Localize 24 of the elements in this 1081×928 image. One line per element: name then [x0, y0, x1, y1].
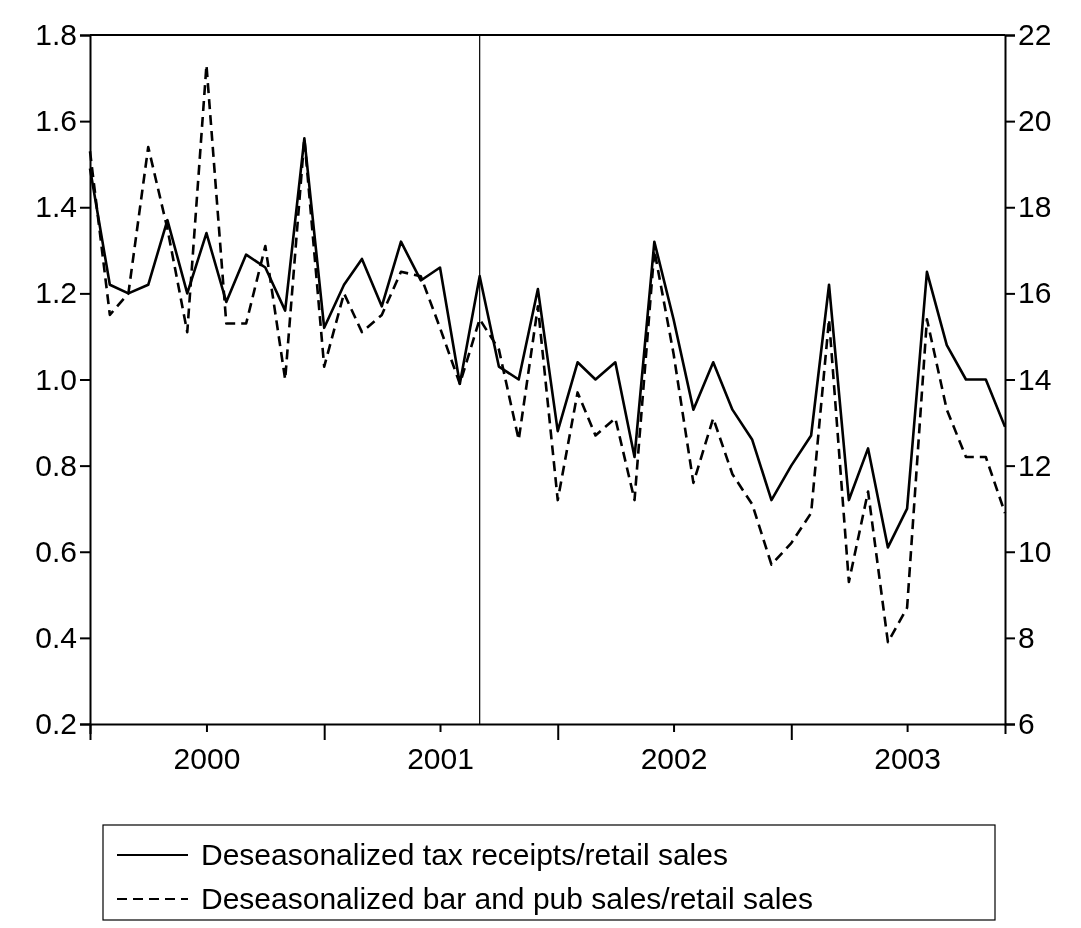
y2-tick-label: 6 [1018, 707, 1035, 741]
y-tick-label: 0.6 [35, 534, 77, 568]
y2-tick-label: 12 [1018, 448, 1052, 482]
y-tick-label: 1.8 [35, 18, 77, 52]
y2-tick-label: 22 [1018, 18, 1052, 52]
y-tick-label: 1.0 [35, 362, 77, 396]
y2-tick-label: 20 [1018, 104, 1052, 138]
x-tick-label: 2003 [874, 742, 941, 776]
y-tick-label: 0.2 [35, 707, 77, 741]
y2-tick-label: 16 [1018, 276, 1052, 310]
x-tick-label: 2001 [407, 742, 474, 776]
y-tick-label: 1.2 [35, 276, 77, 310]
y2-tick-label: 8 [1018, 620, 1035, 654]
y2-tick-label: 10 [1018, 534, 1052, 568]
legend-label: Deseasonalized bar and pub sales/retail sales [201, 882, 814, 915]
y-tick-label: 0.8 [35, 448, 77, 482]
y-tick-label: 0.4 [35, 620, 77, 654]
legend-label: Deseasonalized tax receipts/retail sales [201, 838, 728, 871]
y2-tick-label: 14 [1018, 362, 1052, 396]
y-tick-label: 1.6 [35, 104, 77, 138]
y2-tick-label: 18 [1018, 190, 1052, 224]
x-tick-label: 2002 [640, 742, 708, 776]
x-tick-label: 2000 [173, 742, 241, 776]
y-tick-label: 1.4 [35, 190, 77, 224]
